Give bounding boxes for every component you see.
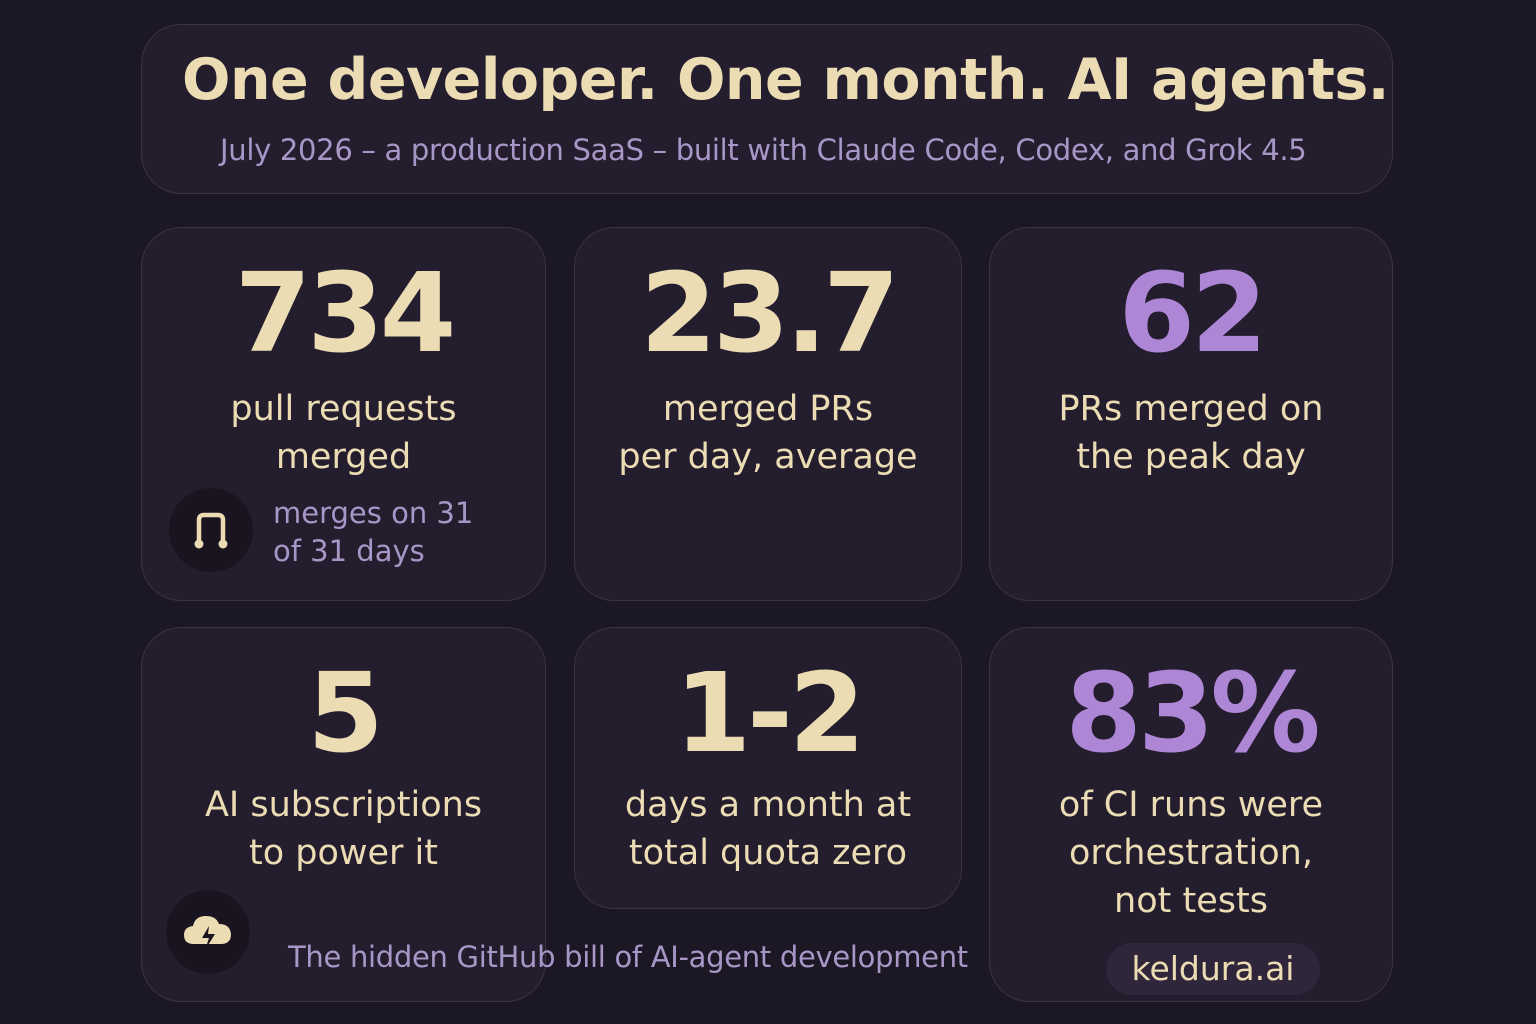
stat-label-line: merged: [275, 437, 412, 477]
stat-label: merged PRs per day, average: [575, 385, 961, 481]
stat-label-line: of CI runs were: [1058, 785, 1324, 825]
stat-label-line: not tests: [1114, 881, 1268, 921]
stat-label-line: to power it: [248, 833, 438, 873]
stat-value: 734: [234, 249, 457, 377]
stat-label-line: PRs merged on: [1058, 389, 1324, 429]
stat-label-line: merged PRs: [662, 389, 874, 429]
stat-card-daily-average: 23.7 merged PRs per day, average: [574, 227, 962, 601]
merges-note: merges on 31 of 31 days: [273, 494, 473, 570]
stat-label: days a month at total quota zero: [575, 781, 961, 877]
stat-label-line: total quota zero: [628, 833, 908, 873]
stat-value: 23.7: [640, 249, 899, 377]
page-subtitle: July 2026 – a production SaaS – built wi…: [220, 133, 1307, 167]
stat-value: 83%: [1065, 649, 1320, 777]
stat-label-line: pull requests: [230, 389, 457, 429]
cloud-icon: [166, 890, 250, 974]
note-line: merges on 31: [273, 496, 474, 530]
header-panel: One developer. One month. AI agents. Jul…: [141, 24, 1393, 194]
stat-label-line: days a month at: [624, 785, 912, 825]
stat-card-pull-requests: 734 pull requests merged merges on 31 of…: [141, 227, 546, 601]
note-line: of 31 days: [273, 534, 425, 568]
stat-label: PRs merged on the peak day: [990, 385, 1392, 481]
stat-label-line: per day, average: [618, 437, 918, 477]
stat-value: 1-2: [674, 649, 866, 777]
stat-card-ci-orchestration: 83% of CI runs were orchestration, not t…: [989, 627, 1393, 1002]
stat-label: pull requests merged: [142, 385, 545, 481]
stat-value: 62: [1118, 249, 1267, 377]
stat-value: 5: [307, 649, 384, 777]
stat-card-peak-day: 62 PRs merged on the peak day: [989, 227, 1393, 601]
stat-label-line: the peak day: [1076, 437, 1306, 477]
brand-badge: keldura.ai: [1106, 943, 1320, 995]
stat-label-line: orchestration,: [1069, 833, 1313, 873]
stat-label: of CI runs were orchestration, not tests: [990, 781, 1392, 925]
stat-card-quota-zero: 1-2 days a month at total quota zero: [574, 627, 962, 909]
stat-label-line: AI subscriptions: [204, 785, 483, 825]
stat-label: AI subscriptions to power it: [142, 781, 545, 877]
merge-icon: [169, 488, 253, 572]
page-title: One developer. One month. AI agents.: [182, 47, 1389, 113]
footer-caption: The hidden GitHub bill of AI-agent devel…: [288, 940, 968, 974]
